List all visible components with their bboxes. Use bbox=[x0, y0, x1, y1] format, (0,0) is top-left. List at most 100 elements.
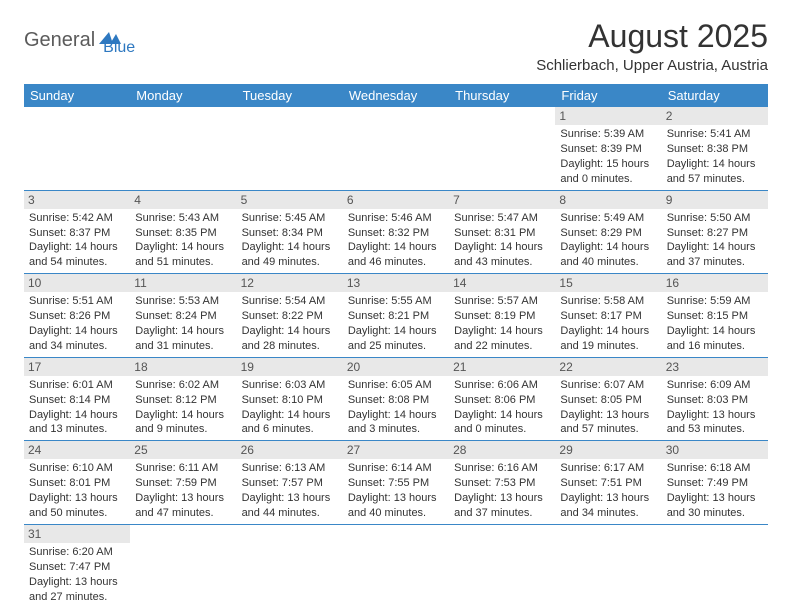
day-number: 12 bbox=[237, 274, 343, 292]
logo-text-blue: Blue bbox=[103, 40, 135, 56]
daylight-text: Daylight: 14 hours and 6 minutes. bbox=[242, 408, 338, 438]
daylight-text: Daylight: 13 hours and 30 minutes. bbox=[667, 491, 763, 521]
calendar-cell: 28Sunrise: 6:16 AMSunset: 7:53 PMDayligh… bbox=[449, 441, 555, 525]
sunset-text: Sunset: 8:01 PM bbox=[29, 476, 125, 491]
calendar-cell: 13 Sunrise: 5:55 AMSunset: 8:21 PMDayligh… bbox=[343, 274, 449, 358]
sunset-text: Sunset: 8:38 PM bbox=[667, 142, 763, 157]
day-number: 11 bbox=[130, 274, 236, 292]
calendar-cell: 8Sunrise: 5:49 AMSunset: 8:29 PMDaylight… bbox=[555, 190, 661, 274]
sunrise-text: Sunrise: 5:55 AM bbox=[348, 294, 444, 309]
day-number: 26 bbox=[237, 441, 343, 459]
sunrise-text: Sunrise: 6:18 AM bbox=[667, 461, 763, 476]
calendar-cell: 20Sunrise: 6:05 AMSunset: 8:08 PMDayligh… bbox=[343, 357, 449, 441]
sunrise-text: Sunrise: 5:49 AM bbox=[560, 211, 656, 226]
daylight-text: Daylight: 14 hours and 54 minutes. bbox=[29, 240, 125, 270]
sunrise-text: Sunrise: 5:42 AM bbox=[29, 211, 125, 226]
calendar-cell bbox=[237, 107, 343, 190]
day-number: 13 bbox=[343, 274, 449, 292]
daylight-text: Daylight: 14 hours and 34 minutes. bbox=[29, 324, 125, 354]
daylight-text: Daylight: 14 hours and 0 minutes. bbox=[454, 408, 550, 438]
daylight-text: Daylight: 14 hours and 49 minutes. bbox=[242, 240, 338, 270]
daylight-text: Daylight: 13 hours and 27 minutes. bbox=[29, 575, 125, 605]
sunset-text: Sunset: 8:17 PM bbox=[560, 309, 656, 324]
calendar-cell bbox=[24, 107, 130, 190]
calendar-cell: 27Sunrise: 6:14 AMSunset: 7:55 PMDayligh… bbox=[343, 441, 449, 525]
daylight-text: Daylight: 14 hours and 31 minutes. bbox=[135, 324, 231, 354]
weekday-header: Thursday bbox=[449, 84, 555, 107]
day-number: 4 bbox=[130, 191, 236, 209]
daylight-text: Daylight: 13 hours and 40 minutes. bbox=[348, 491, 444, 521]
sunset-text: Sunset: 8:03 PM bbox=[667, 393, 763, 408]
calendar-cell: 19Sunrise: 6:03 AMSunset: 8:10 PMDayligh… bbox=[237, 357, 343, 441]
sunset-text: Sunset: 8:39 PM bbox=[560, 142, 656, 157]
calendar-cell: 1Sunrise: 5:39 AMSunset: 8:39 PMDaylight… bbox=[555, 107, 661, 190]
sunrise-text: Sunrise: 5:45 AM bbox=[242, 211, 338, 226]
daylight-text: Daylight: 14 hours and 51 minutes. bbox=[135, 240, 231, 270]
daylight-text: Daylight: 14 hours and 40 minutes. bbox=[560, 240, 656, 270]
sunrise-text: Sunrise: 6:20 AM bbox=[29, 545, 125, 560]
calendar-body: 1Sunrise: 5:39 AMSunset: 8:39 PMDaylight… bbox=[24, 107, 768, 607]
sunrise-text: Sunrise: 6:14 AM bbox=[348, 461, 444, 476]
sunset-text: Sunset: 7:53 PM bbox=[454, 476, 550, 491]
calendar-cell: 5 Sunrise: 5:45 AMSunset: 8:34 PMDaylight… bbox=[237, 190, 343, 274]
calendar-cell: 22Sunrise: 6:07 AMSunset: 8:05 PMDayligh… bbox=[555, 357, 661, 441]
daylight-text: Daylight: 13 hours and 34 minutes. bbox=[560, 491, 656, 521]
sunset-text: Sunset: 8:29 PM bbox=[560, 226, 656, 241]
calendar-row: 10Sunrise: 5:51 AMSunset: 8:26 PMDayligh… bbox=[24, 274, 768, 358]
calendar-cell: 29Sunrise: 6:17 AMSunset: 7:51 PMDayligh… bbox=[555, 441, 661, 525]
sunrise-text: Sunrise: 5:58 AM bbox=[560, 294, 656, 309]
sunset-text: Sunset: 8:06 PM bbox=[454, 393, 550, 408]
day-number: 25 bbox=[130, 441, 236, 459]
calendar-cell bbox=[130, 107, 236, 190]
calendar-cell: 16Sunrise: 5:59 AMSunset: 8:15 PMDayligh… bbox=[662, 274, 768, 358]
sunrise-text: Sunrise: 6:10 AM bbox=[29, 461, 125, 476]
sunset-text: Sunset: 8:31 PM bbox=[454, 226, 550, 241]
calendar-row: 17Sunrise: 6:01 AMSunset: 8:14 PMDayligh… bbox=[24, 357, 768, 441]
day-number: 20 bbox=[343, 358, 449, 376]
calendar-cell: 7Sunrise: 5:47 AMSunset: 8:31 PMDaylight… bbox=[449, 190, 555, 274]
daylight-text: Daylight: 14 hours and 25 minutes. bbox=[348, 324, 444, 354]
sunrise-text: Sunrise: 5:50 AM bbox=[667, 211, 763, 226]
sunset-text: Sunset: 8:15 PM bbox=[667, 309, 763, 324]
sunset-text: Sunset: 8:14 PM bbox=[29, 393, 125, 408]
day-number: 14 bbox=[449, 274, 555, 292]
day-number: 3 bbox=[24, 191, 130, 209]
sunset-text: Sunset: 8:10 PM bbox=[242, 393, 338, 408]
day-number: 29 bbox=[555, 441, 661, 459]
weekday-header: Saturday bbox=[662, 84, 768, 107]
daylight-text: Daylight: 14 hours and 3 minutes. bbox=[348, 408, 444, 438]
day-number: 18 bbox=[130, 358, 236, 376]
page-subtitle: Schlierbach, Upper Austria, Austria bbox=[536, 57, 768, 74]
calendar-cell: 14Sunrise: 5:57 AMSunset: 8:19 PMDayligh… bbox=[449, 274, 555, 358]
sunset-text: Sunset: 7:55 PM bbox=[348, 476, 444, 491]
sunrise-text: Sunrise: 6:05 AM bbox=[348, 378, 444, 393]
calendar-cell bbox=[449, 107, 555, 190]
calendar-cell: 17Sunrise: 6:01 AMSunset: 8:14 PMDayligh… bbox=[24, 357, 130, 441]
sunset-text: Sunset: 8:34 PM bbox=[242, 226, 338, 241]
day-number: 17 bbox=[24, 358, 130, 376]
daylight-text: Daylight: 13 hours and 57 minutes. bbox=[560, 408, 656, 438]
weekday-header: Friday bbox=[555, 84, 661, 107]
daylight-text: Daylight: 15 hours and 0 minutes. bbox=[560, 157, 656, 187]
daylight-text: Daylight: 14 hours and 16 minutes. bbox=[667, 324, 763, 354]
calendar-cell bbox=[343, 107, 449, 190]
calendar-cell: 24Sunrise: 6:10 AMSunset: 8:01 PMDayligh… bbox=[24, 441, 130, 525]
daylight-text: Daylight: 13 hours and 53 minutes. bbox=[667, 408, 763, 438]
daylight-text: Daylight: 14 hours and 19 minutes. bbox=[560, 324, 656, 354]
calendar-row: 24Sunrise: 6:10 AMSunset: 8:01 PMDayligh… bbox=[24, 441, 768, 525]
day-number: 7 bbox=[449, 191, 555, 209]
calendar-cell: 31Sunrise: 6:20 AMSunset: 7:47 PMDayligh… bbox=[24, 524, 130, 607]
sunrise-text: Sunrise: 5:46 AM bbox=[348, 211, 444, 226]
sunrise-text: Sunrise: 5:47 AM bbox=[454, 211, 550, 226]
day-number: 5 bbox=[237, 191, 343, 209]
sunset-text: Sunset: 7:47 PM bbox=[29, 560, 125, 575]
daylight-text: Daylight: 14 hours and 37 minutes. bbox=[667, 240, 763, 270]
sunset-text: Sunset: 8:32 PM bbox=[348, 226, 444, 241]
sunset-text: Sunset: 8:21 PM bbox=[348, 309, 444, 324]
sunset-text: Sunset: 8:12 PM bbox=[135, 393, 231, 408]
weekday-header: Sunday bbox=[24, 84, 130, 107]
calendar-cell: 2Sunrise: 5:41 AMSunset: 8:38 PMDaylight… bbox=[662, 107, 768, 190]
sunrise-text: Sunrise: 6:06 AM bbox=[454, 378, 550, 393]
header: General Blue August 2025 Schlierbach, Up… bbox=[24, 18, 768, 74]
sunset-text: Sunset: 7:51 PM bbox=[560, 476, 656, 491]
